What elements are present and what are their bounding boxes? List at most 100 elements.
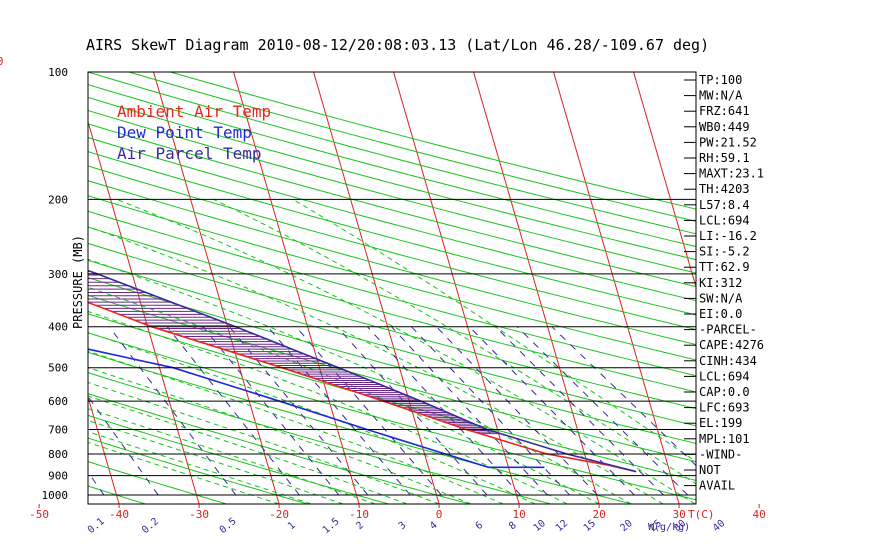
moist-adiabat-line xyxy=(88,431,312,504)
moist-adiabat-line xyxy=(213,198,696,485)
stat-label: -PARCEL- xyxy=(699,323,757,337)
dry-adiabat-line xyxy=(88,414,389,504)
mixing-ratio-line xyxy=(495,326,664,496)
isotherm-line xyxy=(153,72,280,504)
air-parcel-temp-line xyxy=(88,269,637,473)
isotherm-line xyxy=(0,72,39,504)
pressure-tick-label: 1000 xyxy=(42,489,69,502)
dry-adiabat-line xyxy=(88,226,696,393)
moist-adiabat-line xyxy=(88,381,440,504)
stat-label: L57:8.4 xyxy=(699,198,750,212)
pressure-tick-label: 800 xyxy=(48,448,68,461)
mixing-ratio-line xyxy=(516,326,689,496)
pressure-tick-label: 400 xyxy=(48,321,68,334)
mixing-ratio-line xyxy=(391,326,548,496)
dry-adiabat-line xyxy=(88,294,696,463)
stat-label: MAXT:23.1 xyxy=(699,167,764,181)
stat-label: RH:59.1 xyxy=(699,151,750,165)
mixing-ratio-tick-label: 0.2 xyxy=(140,516,161,536)
isotherm-line xyxy=(88,395,120,504)
mixing-ratio-line xyxy=(295,326,442,496)
bottom-temp-tick-label: 0 xyxy=(436,508,443,521)
bottom-temp-tick-label: 10 xyxy=(512,508,525,521)
mixing-ratio-tick-label: 1 xyxy=(286,520,298,532)
pressure-tick-label: 500 xyxy=(48,362,68,375)
dew-point-temp-line xyxy=(88,348,545,469)
legend-entry: Ambient Air Temp xyxy=(117,102,271,121)
mixing-ratio-unit-label: W(g/kg) xyxy=(648,522,690,533)
stat-label: NOT xyxy=(699,463,721,477)
bottom-temp-tick-label: -30 xyxy=(189,508,209,521)
stat-label: CINH:434 xyxy=(699,354,757,368)
bottom-temp-tick-label: -20 xyxy=(269,508,289,521)
pressure-tick-label: 200 xyxy=(48,193,68,206)
mixing-ratio-tick-label: 4 xyxy=(428,520,440,532)
mixing-ratio-line xyxy=(267,326,411,496)
plot-border xyxy=(87,71,697,505)
stat-label: MW:N/A xyxy=(699,89,743,103)
stat-label: TH:4203 xyxy=(699,182,750,196)
stat-label: AVAIL xyxy=(699,479,735,493)
dry-adiabat-line xyxy=(88,332,696,501)
mixing-ratio-tick-label: 6 xyxy=(474,520,486,532)
isotherm-line xyxy=(633,72,696,289)
isotherm-line xyxy=(313,72,440,504)
mixing-ratio-line xyxy=(436,326,598,496)
stat-label: LI:-16.2 xyxy=(699,229,757,243)
ambient-air-temp-line xyxy=(88,301,637,473)
dry-adiabat-line xyxy=(88,84,696,248)
stat-label: PW:21.52 xyxy=(699,135,757,149)
stat-label: EI:0.0 xyxy=(699,307,742,321)
dry-adiabat-line xyxy=(88,259,696,427)
dry-adiabat-line xyxy=(88,180,696,346)
moist-adiabat-line xyxy=(88,332,536,504)
mixing-ratio-tick-label: 3 xyxy=(397,520,409,532)
mixing-ratio-line xyxy=(551,326,696,467)
mixing-ratio-tick-label: 0.1 xyxy=(86,516,107,536)
bottom-temp-tick-label: 20 xyxy=(592,508,605,521)
dry-adiabat-line xyxy=(88,137,696,302)
dry-adiabat-line xyxy=(88,351,633,504)
mixing-ratio-tick-label: 20 xyxy=(619,518,635,534)
stat-label: CAPE:4276 xyxy=(699,338,764,352)
moist-adiabat-line xyxy=(88,408,376,504)
dry-adiabat-line xyxy=(88,123,696,288)
stat-label: LCL:694 xyxy=(699,369,750,383)
dry-adiabat-line xyxy=(88,210,696,377)
dry-adiabat-line xyxy=(88,277,696,444)
isotherm-line xyxy=(473,72,600,504)
isotherm-line xyxy=(794,72,870,504)
bottom-temp-tick-label: -50 xyxy=(29,508,49,521)
moist-adiabat-line xyxy=(116,198,696,504)
stat-label: FRZ:641 xyxy=(699,104,750,118)
pressure-tick-label: 900 xyxy=(48,470,68,483)
stat-label: LFC:693 xyxy=(699,401,750,415)
dry-adiabat-line xyxy=(88,165,696,331)
mixing-ratio-tick-label: 12 xyxy=(554,518,570,534)
stat-label: CAP:0.0 xyxy=(699,385,750,399)
y-axis-label: PRESSURE (MB) xyxy=(71,235,85,329)
dry-adiabat-line xyxy=(88,372,552,504)
mixing-ratio-line xyxy=(88,395,159,496)
mixing-ratio-tick-label: 2 xyxy=(354,520,366,532)
moist-adiabat-line xyxy=(292,198,696,463)
stat-label: SI:-5.2 xyxy=(699,245,750,259)
mixing-ratio-tick-label: 0.5 xyxy=(218,516,239,536)
stat-label: EL:199 xyxy=(699,416,742,430)
dry-adiabat-line xyxy=(88,96,696,261)
stat-label: WB0:449 xyxy=(699,120,750,134)
moist-adiabat-line xyxy=(88,258,632,504)
mixing-ratio-tick-label: 1.5 xyxy=(321,516,342,536)
stat-label: TP:100 xyxy=(699,73,742,87)
dry-adiabat-line xyxy=(88,151,696,316)
chart-title: AIRS SkewT Diagram 2010-08-12/20:08:03.1… xyxy=(86,36,710,54)
bottom-temp-tick-label: -10 xyxy=(349,508,369,521)
temp-unit-label: T(C) xyxy=(688,508,715,521)
dry-adiabat-line xyxy=(88,437,308,504)
moist-adiabat-line xyxy=(88,226,664,504)
mixing-ratio-tick-label: 8 xyxy=(507,520,519,532)
stat-label: MPL:101 xyxy=(699,432,750,446)
moist-adiabat-line xyxy=(88,350,504,504)
mixing-ratio-tick-label: 10 xyxy=(532,518,548,534)
legend-entry: Dew Point Temp xyxy=(117,123,252,142)
